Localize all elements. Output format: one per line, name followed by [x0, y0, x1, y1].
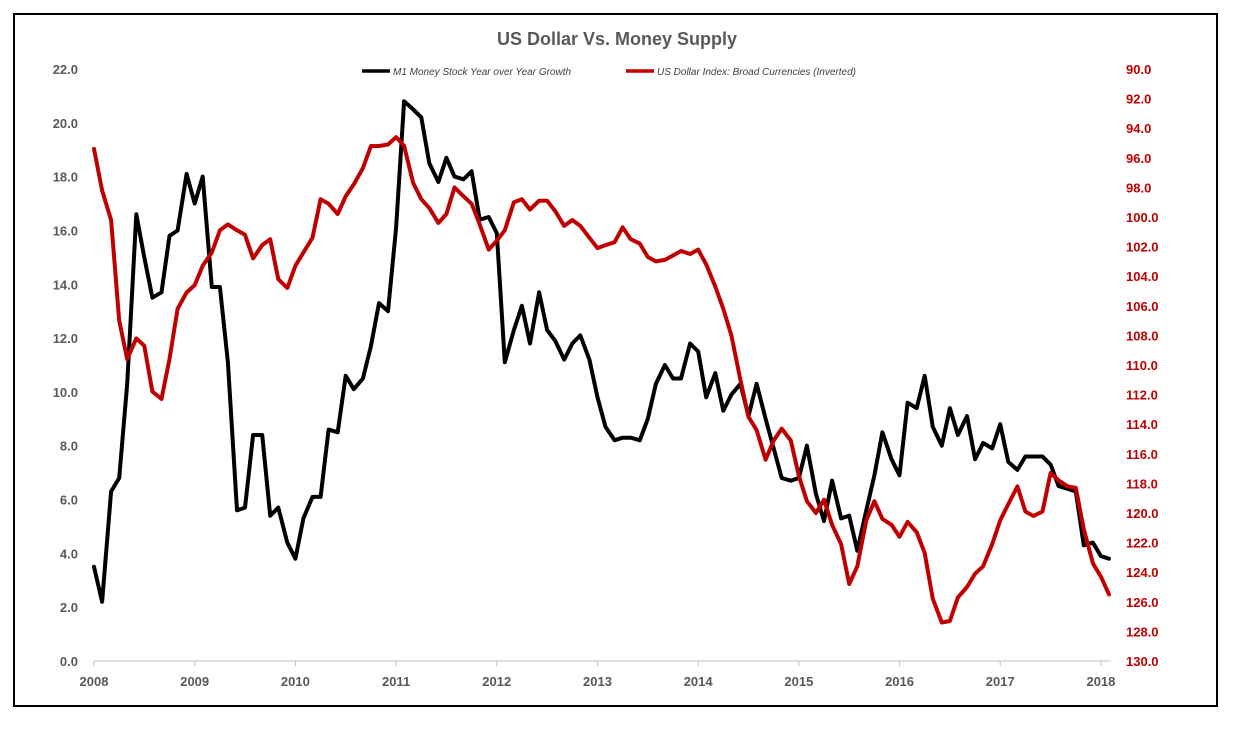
y-right-tick-label: 100.0 [1126, 210, 1159, 225]
y-right-tick-label: 126.0 [1126, 595, 1159, 610]
y-right-tick-label: 110.0 [1126, 358, 1158, 373]
y-left-tick-label: 10.0 [53, 385, 78, 400]
legend-label-usd: US Dollar Index: Broad Currencies (Inver… [657, 67, 856, 78]
y-right-tick-label: 130.0 [1126, 654, 1159, 669]
chart-frame [13, 13, 1218, 707]
x-tick-label: 2014 [684, 674, 714, 689]
y-right-tick-label: 98.0 [1126, 180, 1151, 195]
y-right-tick-label: 102.0 [1126, 240, 1159, 255]
y-right-tick-label: 122.0 [1126, 536, 1159, 551]
y-right-tick-label: 116.0 [1126, 447, 1158, 462]
y-left-tick-label: 16.0 [53, 223, 78, 238]
axes: 0.0 2.0 4.0 6.0 8.0 10.0 12.0 14.0 16.0 18.0 20.0 2… [53, 62, 1159, 689]
legend: M1 Money Stock Year over Year Growth US … [362, 67, 856, 78]
x-tick-label: 2008 [80, 674, 109, 689]
x-tick-label: 2009 [180, 674, 209, 689]
y-left-tick-label: 14.0 [53, 277, 78, 292]
y-right-tick-label: 112.0 [1126, 388, 1158, 403]
y-right-tick-label: 118.0 [1126, 476, 1158, 491]
x-tick-label: 2010 [281, 674, 310, 689]
y-right-tick-label: 104.0 [1126, 269, 1159, 284]
y-left-tick-label: 12.0 [53, 331, 78, 346]
x-tick-label: 2016 [885, 674, 914, 689]
y-left-tick-label: 18.0 [53, 170, 78, 185]
y-right-tick-label: 124.0 [1126, 565, 1159, 580]
y-right-tick-label: 106.0 [1126, 299, 1159, 314]
y-left-tick-label: 0.0 [60, 654, 78, 669]
y-left-tick-label: 8.0 [60, 439, 78, 454]
legend-label-m1: M1 Money Stock Year over Year Growth [393, 67, 571, 78]
y-right-tick-label: 96.0 [1126, 151, 1151, 166]
y-left-tick-label: 22.0 [53, 62, 78, 77]
y-right-tick-label: 108.0 [1126, 328, 1159, 343]
y-left-tick-label: 2.0 [60, 600, 78, 615]
y-right-tick-label: 94.0 [1126, 121, 1151, 136]
y-left-tick-label: 20.0 [53, 116, 78, 131]
x-tick-label: 2011 [382, 674, 410, 689]
series-line-m1 [92, 99, 1111, 604]
chart-title: US Dollar Vs. Money Supply [497, 29, 737, 49]
x-tick-label: 2017 [986, 674, 1015, 689]
y-left-tick-label: 6.0 [60, 493, 78, 508]
x-tick-label: 2018 [1086, 674, 1115, 689]
plot-lines [92, 99, 1111, 625]
x-tick-label: 2015 [784, 674, 813, 689]
y-right-tick-label: 92.0 [1126, 92, 1151, 107]
y-right-tick-label: 128.0 [1126, 624, 1159, 639]
x-tick-label: 2012 [482, 674, 511, 689]
y-right-tick-label: 120.0 [1126, 506, 1159, 521]
series-line-usd [92, 135, 1111, 625]
y-right-tick-label: 114.0 [1126, 417, 1158, 432]
y-right-tick-label: 90.0 [1126, 62, 1151, 77]
x-tick-label: 2013 [583, 674, 612, 689]
y-left-tick-label: 4.0 [60, 546, 78, 561]
